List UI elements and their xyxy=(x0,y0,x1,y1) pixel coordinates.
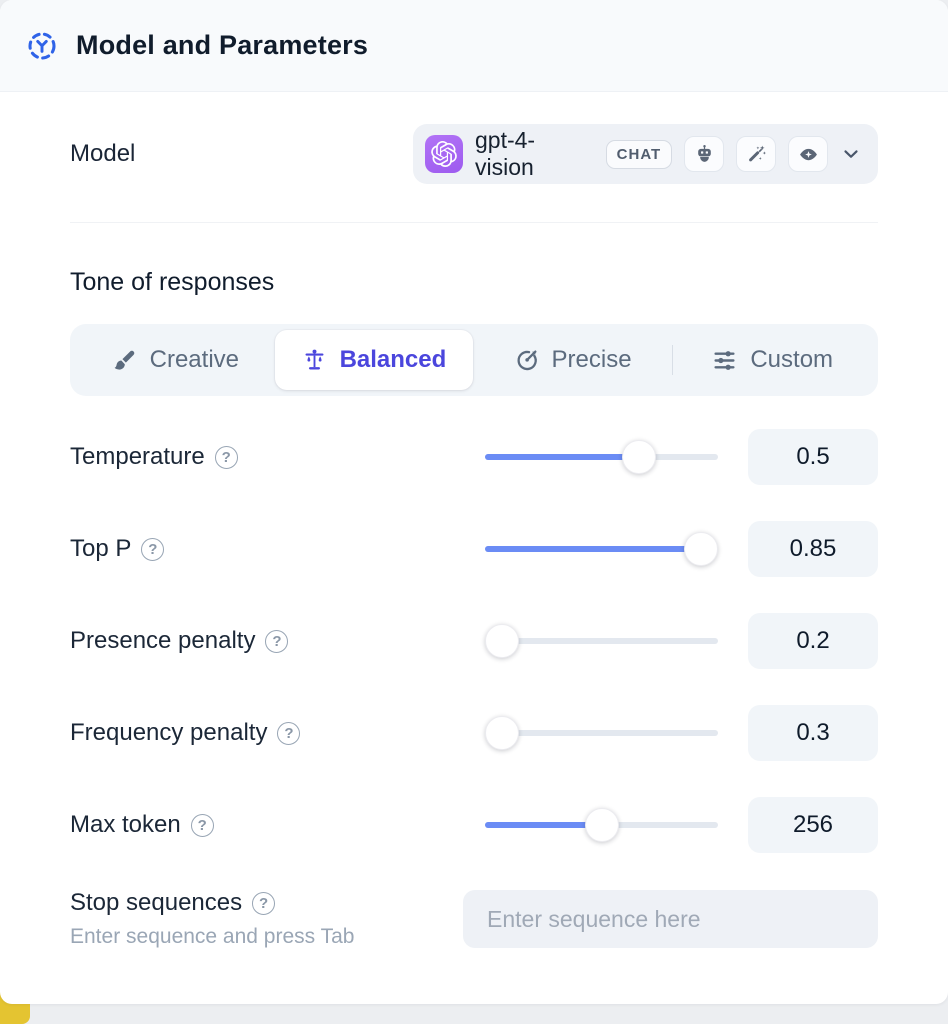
parameter-value[interactable]: 0.2 xyxy=(748,613,878,669)
tab-balanced-label: Balanced xyxy=(339,346,447,373)
parameter-list: Temperature ? 0.5 Top P ? 0. xyxy=(70,429,878,853)
tab-creative-label: Creative xyxy=(149,346,239,373)
magic-wand-icon xyxy=(736,136,777,172)
parameter-value[interactable]: 256 xyxy=(748,797,878,853)
stop-sequence-input[interactable] xyxy=(463,890,878,948)
model-select-dropdown[interactable]: gpt-4-vision CHAT xyxy=(413,124,878,184)
brush-icon xyxy=(114,350,134,370)
chevron-down-icon xyxy=(840,143,862,165)
parameter-label: Max token xyxy=(70,811,181,838)
help-icon[interactable]: ? xyxy=(252,891,276,915)
help-icon[interactable]: ? xyxy=(277,721,301,745)
parameter-value[interactable]: 0.85 xyxy=(748,521,878,577)
help-icon[interactable]: ? xyxy=(265,629,289,653)
stop-sequences-hint: Enter sequence and press Tab xyxy=(70,925,355,948)
sliders-icon xyxy=(714,350,735,370)
parameter-row: Frequency penalty ? 0.3 xyxy=(70,705,878,761)
tab-custom-label: Custom xyxy=(750,346,834,373)
help-icon[interactable]: ? xyxy=(190,813,214,837)
vision-eye-icon xyxy=(788,136,828,172)
slider-thumb[interactable] xyxy=(684,532,718,566)
tone-tabbar: Creative Balanced xyxy=(70,324,878,396)
model-label: Model xyxy=(70,140,136,167)
tab-creative[interactable]: Creative xyxy=(76,330,275,390)
help-icon[interactable]: ? xyxy=(141,537,165,561)
panel-title: Model and Parameters xyxy=(76,30,369,60)
parameter-row: Max token ? 256 xyxy=(70,797,878,853)
parameter-row: Presence penalty ? 0.2 xyxy=(70,613,878,669)
parameter-row: Top P ? 0.85 xyxy=(70,521,878,577)
robot-icon xyxy=(684,136,725,172)
parameter-slider[interactable] xyxy=(485,532,718,566)
parameter-row: Temperature ? 0.5 xyxy=(70,429,878,485)
help-icon[interactable]: ? xyxy=(214,445,238,469)
tab-precise[interactable]: Precise xyxy=(473,330,672,390)
slider-fill xyxy=(485,546,714,552)
target-arrow-icon xyxy=(517,350,537,370)
parameter-slider[interactable] xyxy=(485,808,718,842)
slider-thumb[interactable] xyxy=(621,440,656,474)
parameter-label: Presence penalty xyxy=(70,627,256,654)
slider-thumb[interactable] xyxy=(485,716,519,750)
parameter-label: Temperature xyxy=(70,443,205,470)
slider-thumb[interactable] xyxy=(485,624,519,658)
parameter-slider[interactable] xyxy=(485,624,718,658)
balance-scale-icon xyxy=(305,349,324,369)
model-hub-icon xyxy=(26,30,58,62)
slider-fill xyxy=(485,454,639,460)
tone-section-title: Tone of responses xyxy=(70,268,275,296)
slider-fill xyxy=(485,822,602,828)
parameter-value[interactable]: 0.3 xyxy=(748,705,878,761)
section-divider xyxy=(70,222,878,223)
tab-balanced[interactable]: Balanced xyxy=(274,330,474,390)
stop-sequences-label: Stop sequences xyxy=(70,889,243,916)
stop-sequences-row: Stop sequences ? Enter sequence and pres… xyxy=(70,889,878,949)
model-type-badge: CHAT xyxy=(605,139,673,169)
panel-header: Model and Parameters xyxy=(0,0,948,92)
tab-custom[interactable]: Custom xyxy=(673,330,872,390)
parameter-slider[interactable] xyxy=(485,440,718,474)
parameter-label: Frequency penalty xyxy=(70,719,268,746)
model-row: Model gpt-4-vision CHAT xyxy=(70,124,878,184)
tab-separator xyxy=(671,345,674,375)
selected-model-name: gpt-4-vision xyxy=(475,127,536,180)
slider-thumb[interactable] xyxy=(584,808,619,842)
openai-logo-icon xyxy=(425,135,463,173)
parameter-label: Top P xyxy=(70,535,132,562)
parameter-slider[interactable] xyxy=(485,716,718,750)
tab-precise-label: Precise xyxy=(551,346,632,373)
parameter-value[interactable]: 0.5 xyxy=(748,429,878,485)
